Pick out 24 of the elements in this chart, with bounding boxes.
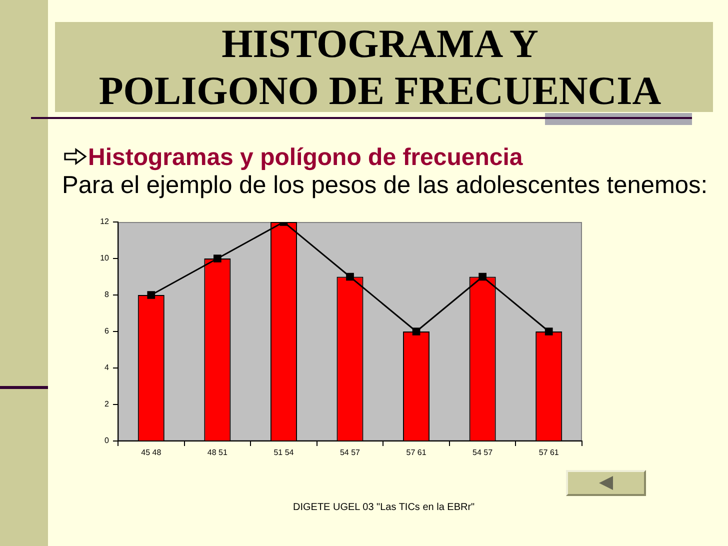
y-tick-label: 8	[104, 290, 110, 300]
point	[147, 291, 156, 299]
x-tick-label: 54 57	[340, 448, 361, 458]
x-tick-label: 54 57	[472, 448, 494, 458]
y-tick-label: 0	[104, 436, 110, 446]
text: Para el ejemplo de los pesos de las adolescentes tenemos:	[62, 172, 708, 200]
point	[213, 254, 222, 262]
point	[544, 328, 553, 336]
x-tick-label: 48 51	[207, 448, 228, 458]
y-tick-label: 10	[100, 254, 110, 263]
x-tick-label: 51 54	[274, 448, 294, 458]
chart-title: HISTOGRAMA Y POLIGONO DE FRECUENCIA	[98, 20, 662, 114]
point	[478, 272, 487, 281]
y-tick-label: 4	[104, 363, 110, 372]
y-tick-label: 12	[100, 217, 110, 226]
x-tick-label: 57 61	[538, 448, 560, 458]
point	[412, 328, 420, 336]
x-tick-label: 45 48	[141, 448, 162, 458]
y-tick-label: 2	[104, 400, 110, 409]
text: DIGETE UGEL 03 "Las TICs en la EBRr"	[293, 502, 475, 514]
point	[346, 272, 354, 281]
x-tick-label: 57 61	[406, 448, 427, 458]
y-tick-label: 6	[104, 326, 110, 336]
chart-subtitle: Histogramas y polígono de frecuencia	[88, 144, 523, 172]
